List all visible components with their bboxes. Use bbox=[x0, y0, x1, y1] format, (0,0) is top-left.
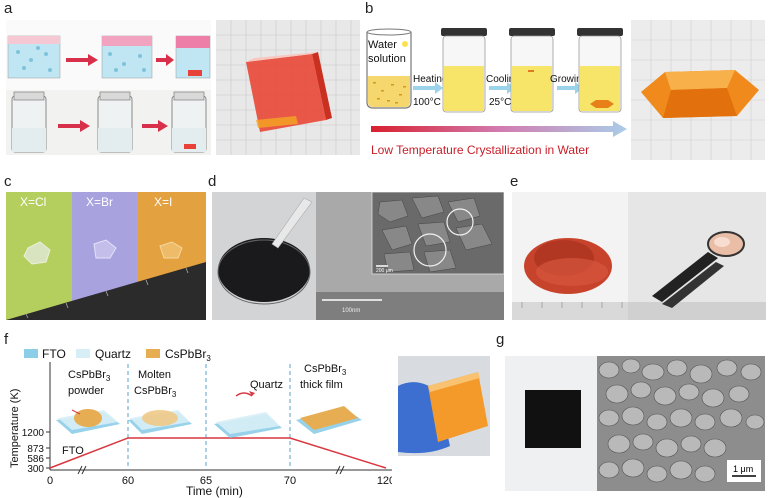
label-i: X=I bbox=[154, 195, 172, 209]
tweezer-handle bbox=[652, 252, 718, 302]
black-film-sample bbox=[525, 390, 581, 448]
y-tick-label-0: 1200 bbox=[22, 428, 45, 439]
arrow-cooling bbox=[489, 82, 515, 94]
label-cl: X=Cl bbox=[20, 195, 46, 209]
stage-2-illustration bbox=[128, 410, 192, 434]
stage-4-illustration bbox=[296, 406, 362, 434]
annot-molten-2: CsPbBr3 bbox=[134, 385, 177, 399]
label-br: X=Br bbox=[86, 195, 113, 209]
jar-3 bbox=[577, 28, 623, 113]
arrow-2 bbox=[156, 54, 174, 66]
annot-film-2: thick film bbox=[300, 379, 343, 391]
inset-scale-label: 200 μm bbox=[376, 268, 393, 274]
beaker-text-1: Water bbox=[368, 39, 397, 51]
annot-molten-1: Molten bbox=[138, 369, 171, 381]
step-cooling-temp: 25°C bbox=[489, 97, 511, 108]
stage-3-illustration bbox=[214, 391, 282, 438]
legend-swatch-fto bbox=[24, 349, 38, 358]
step-growing-label: Growing bbox=[550, 74, 587, 85]
film-photo-bg bbox=[628, 192, 766, 320]
x-tick-label-1: 60 bbox=[122, 475, 134, 487]
step-cooling-label: Cooling bbox=[486, 74, 520, 85]
crystal-growth-step-2 bbox=[101, 35, 153, 79]
panel-label-c: c bbox=[4, 173, 12, 190]
stage-1-illustration bbox=[56, 409, 120, 434]
y-tick-label-3: 300 bbox=[27, 464, 44, 475]
vial-2 bbox=[97, 91, 133, 153]
vial-1 bbox=[11, 91, 47, 153]
annot-film-1: CsPbBr3 bbox=[304, 363, 347, 377]
annot-quartz: Quartz bbox=[250, 379, 283, 391]
x-tick-label-3: 70 bbox=[284, 475, 296, 487]
legend-label-cspbbr3: CsPbBr3 bbox=[165, 347, 211, 363]
panel-label-f: f bbox=[4, 331, 9, 348]
crystal-growth-step-3 bbox=[175, 35, 211, 79]
beaker-text-2: solution bbox=[368, 53, 406, 65]
annot-powder-2: powder bbox=[68, 385, 104, 397]
annot-fto: FTO bbox=[62, 445, 84, 457]
y-axis-label: Temperature (K) bbox=[9, 389, 21, 468]
panel-c: X=Cl X=Br X=I bbox=[6, 192, 206, 320]
crystal-growth-step-1 bbox=[7, 35, 61, 79]
panel-label-d: d bbox=[208, 173, 217, 190]
x-tick-label-0: 0 bbox=[47, 475, 53, 487]
scale-label-g: 1 μm bbox=[733, 464, 753, 474]
panel-b: Water solution Heating 100°C Cooling 25°… bbox=[365, 20, 765, 160]
panel-b-caption: Low Temperature Crystallization in Water bbox=[371, 143, 589, 157]
wafer-disc bbox=[218, 238, 310, 302]
jar-2 bbox=[509, 28, 555, 113]
jar-1 bbox=[441, 28, 487, 113]
legend-swatch-quartz bbox=[76, 349, 90, 358]
x-tick-label-2: 65 bbox=[200, 475, 212, 487]
panel-a-illustration bbox=[6, 20, 211, 155]
crystal-block bbox=[246, 54, 326, 132]
panel-d: 200 μm 100nm bbox=[212, 192, 504, 320]
panel-f-film-photo bbox=[398, 356, 490, 456]
panel-label-a: a bbox=[4, 0, 13, 17]
x-tick-label-4: 120 bbox=[377, 475, 392, 487]
film-piece bbox=[428, 372, 488, 442]
panel-a-crystal-photo bbox=[216, 20, 360, 155]
step-heating-label: Heating bbox=[413, 74, 447, 85]
arrow-growing bbox=[557, 82, 583, 94]
panel-label-b: b bbox=[365, 0, 374, 17]
arrow-heating bbox=[413, 82, 443, 94]
x-axis-label: Time (min) bbox=[186, 484, 243, 498]
y-tick-label-2: 586 bbox=[27, 454, 44, 465]
panel-e bbox=[512, 192, 766, 320]
panel-g: 1 μm bbox=[505, 356, 765, 491]
gradient-arrow bbox=[371, 121, 627, 137]
y-tick-label-1: 873 bbox=[27, 444, 44, 455]
legend-swatch-cspbbr3 bbox=[146, 349, 160, 358]
beaker bbox=[366, 28, 412, 109]
vial-3 bbox=[171, 91, 207, 153]
scale-label-main: 100nm bbox=[342, 308, 360, 314]
legend-label-fto: FTO bbox=[42, 347, 66, 361]
annot-powder-1: CsPbBr3 bbox=[68, 369, 111, 383]
legend-label-quartz: Quartz bbox=[95, 347, 131, 361]
tweezer bbox=[271, 197, 313, 249]
big-crystal-photo bbox=[631, 20, 765, 160]
panel-f-chart: FTO Quartz CsPbBr3 Temperature (K) Time … bbox=[0, 344, 392, 498]
temperature-profile-line bbox=[49, 437, 387, 469]
arrow-1 bbox=[66, 54, 98, 66]
step-heating-temp: 100°C bbox=[413, 97, 441, 108]
panel-label-g: g bbox=[496, 331, 505, 348]
panel-label-e: e bbox=[510, 173, 519, 190]
